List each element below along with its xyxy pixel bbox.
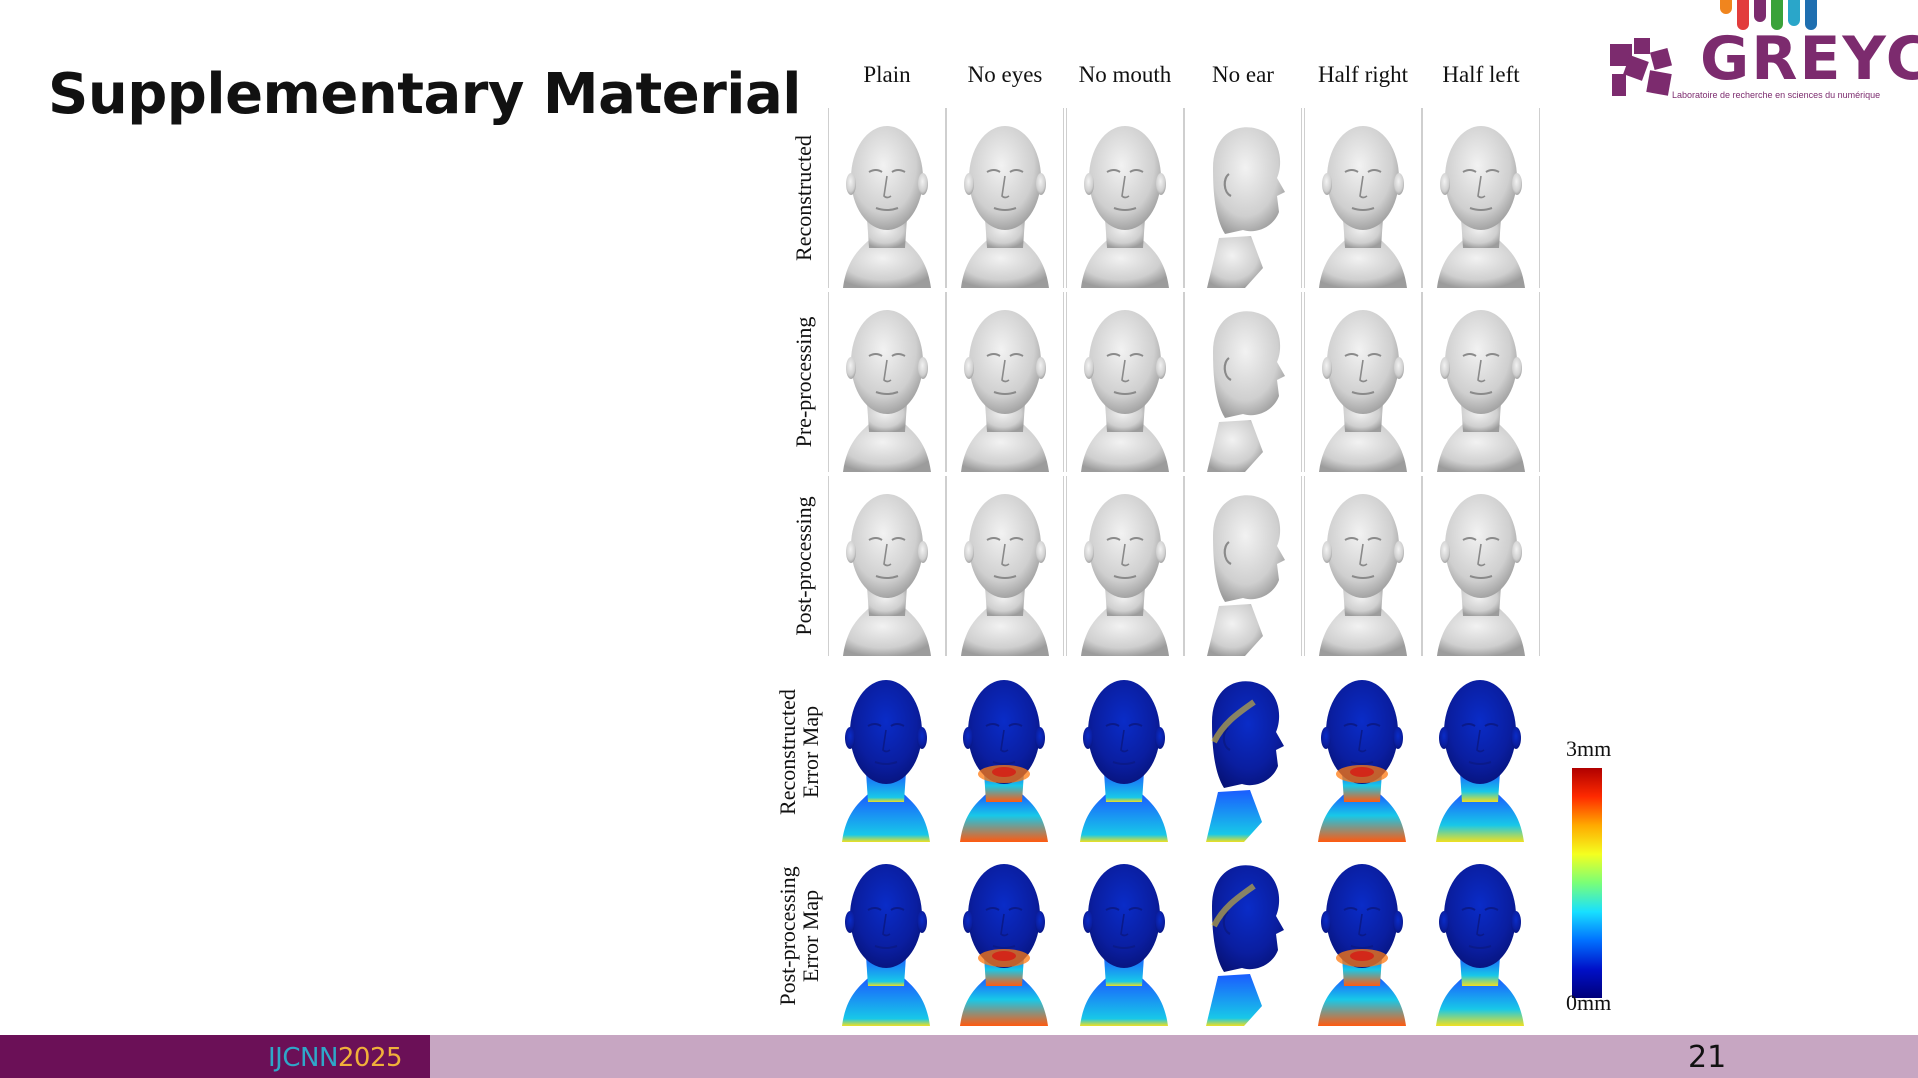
head-mesh-icon bbox=[961, 126, 1049, 288]
logo-bar bbox=[1754, 0, 1766, 22]
greyc-logo: GREYC Laboratoire de recherche en scienc… bbox=[1600, 0, 1918, 110]
figure-cell bbox=[1184, 292, 1302, 472]
error-map-head-icon bbox=[960, 680, 1048, 842]
row-label: Post-processing Error Map bbox=[775, 846, 824, 1026]
figure-cell bbox=[946, 292, 1064, 472]
figure-cell bbox=[1066, 476, 1184, 656]
column-header: No eyes bbox=[967, 62, 1043, 87]
results-figure: Plain No eyes No mouth No ear Half right Half… bbox=[760, 56, 1640, 1026]
logo-subtitle: Laboratoire de recherche en sciences du … bbox=[1672, 90, 1881, 100]
row-label-line: Post-processing bbox=[791, 496, 816, 636]
head-mesh-icon bbox=[961, 310, 1049, 472]
head-mesh-icon bbox=[843, 310, 931, 472]
error-map-head-icon bbox=[1080, 864, 1168, 1026]
colorbar-min-label: 0mm bbox=[1566, 990, 1612, 1015]
error-map-head-icon bbox=[842, 680, 930, 842]
footer-bar: IJCNN2025 bbox=[0, 1035, 1918, 1078]
figure-cell bbox=[1422, 662, 1538, 842]
error-map-head-icon bbox=[1318, 864, 1406, 1026]
logo-bar bbox=[1805, 0, 1817, 30]
head-mesh-icon bbox=[1437, 126, 1525, 288]
figure-cell bbox=[946, 662, 1062, 842]
column-header: Half right bbox=[1317, 62, 1409, 87]
figure-cell bbox=[1066, 662, 1182, 842]
head-mesh-icon bbox=[1081, 494, 1169, 656]
row-label-line: Error Map bbox=[798, 705, 824, 799]
head-mesh-icon bbox=[1081, 126, 1169, 288]
error-map-head-icon bbox=[1318, 680, 1406, 842]
figure-cell bbox=[1304, 846, 1420, 1026]
head-mesh-icon bbox=[1081, 310, 1169, 472]
row-label-line: Error Map bbox=[798, 889, 824, 983]
figure-cell bbox=[828, 662, 944, 842]
column-header: Plain bbox=[863, 62, 911, 87]
figure-cell bbox=[1066, 292, 1184, 472]
error-map-head-icon bbox=[1206, 865, 1284, 1026]
logo-bar bbox=[1788, 0, 1800, 26]
footer-left-block bbox=[0, 1035, 430, 1078]
row-label-line: Reconstructed bbox=[775, 689, 800, 815]
figure-cell bbox=[1184, 108, 1302, 288]
head-mesh-icon bbox=[1207, 495, 1285, 656]
row-label: Reconstructed Error Map bbox=[775, 662, 824, 842]
logo-bar bbox=[1720, 0, 1732, 14]
row-label: Pre-processing bbox=[791, 292, 816, 472]
error-colorbar bbox=[1572, 768, 1602, 998]
head-mesh-icon bbox=[1319, 310, 1407, 472]
logo-text: GREYC bbox=[1700, 24, 1918, 94]
error-map-head-icon bbox=[1436, 680, 1524, 842]
head-mesh-icon bbox=[843, 494, 931, 656]
error-map-head-icon bbox=[1206, 681, 1284, 842]
page-number: 21 bbox=[1688, 1040, 1727, 1075]
row-label: Reconstructed bbox=[791, 108, 816, 288]
colorbar-max-label: 3mm bbox=[1566, 736, 1612, 761]
head-mesh-icon bbox=[1437, 310, 1525, 472]
error-map-head-icon bbox=[1080, 680, 1168, 842]
figure-cell bbox=[1422, 846, 1538, 1026]
row-label-line: Reconstructed bbox=[791, 135, 816, 261]
figure-cell bbox=[946, 846, 1062, 1026]
error-map-head-icon bbox=[842, 864, 930, 1026]
figure-cell bbox=[1422, 292, 1540, 472]
logo-bar bbox=[1737, 0, 1749, 30]
figure-cell bbox=[946, 476, 1064, 656]
head-mesh-icon bbox=[961, 494, 1049, 656]
figure-cell bbox=[828, 292, 946, 472]
figure-cell bbox=[1422, 108, 1540, 288]
figure-cell bbox=[1184, 846, 1300, 1026]
row-label: Post-processing bbox=[791, 476, 816, 656]
figure-cell bbox=[1304, 292, 1422, 472]
column-header: Half left bbox=[1442, 62, 1520, 87]
head-mesh-icon bbox=[1437, 494, 1525, 656]
figure-cell bbox=[1304, 476, 1422, 656]
head-mesh-icon bbox=[843, 126, 931, 288]
logo-mark-icon bbox=[1610, 38, 1673, 96]
figure-cell bbox=[1066, 846, 1182, 1026]
logo-bar bbox=[1771, 0, 1783, 30]
figure-cell bbox=[828, 846, 944, 1026]
conference-label: IJCNN2025 bbox=[268, 1043, 403, 1073]
figure-cell bbox=[828, 108, 946, 288]
figure-cell bbox=[828, 476, 946, 656]
figure-cell bbox=[1304, 108, 1422, 288]
column-header: No ear bbox=[1212, 62, 1274, 87]
head-mesh-icon bbox=[1207, 127, 1285, 288]
column-header: No mouth bbox=[1078, 62, 1172, 87]
head-mesh-icon bbox=[1207, 311, 1285, 472]
head-mesh-icon bbox=[1319, 126, 1407, 288]
error-map-head-icon bbox=[960, 864, 1048, 1026]
conference-name: IJCNN bbox=[268, 1043, 338, 1073]
figure-cell bbox=[1422, 476, 1540, 656]
figure-cell bbox=[1066, 108, 1184, 288]
slide-title: Supplementary Material bbox=[48, 62, 801, 127]
figure-cell bbox=[946, 108, 1064, 288]
conference-year: 2025 bbox=[337, 1043, 403, 1073]
row-label-line: Pre-processing bbox=[791, 316, 816, 448]
row-label-line: Post-processing bbox=[775, 866, 800, 1006]
head-mesh-icon bbox=[1319, 494, 1407, 656]
figure-cell bbox=[1304, 662, 1420, 842]
figure-cell bbox=[1184, 476, 1302, 656]
error-map-head-icon bbox=[1436, 864, 1524, 1026]
figure-cell bbox=[1184, 662, 1300, 842]
